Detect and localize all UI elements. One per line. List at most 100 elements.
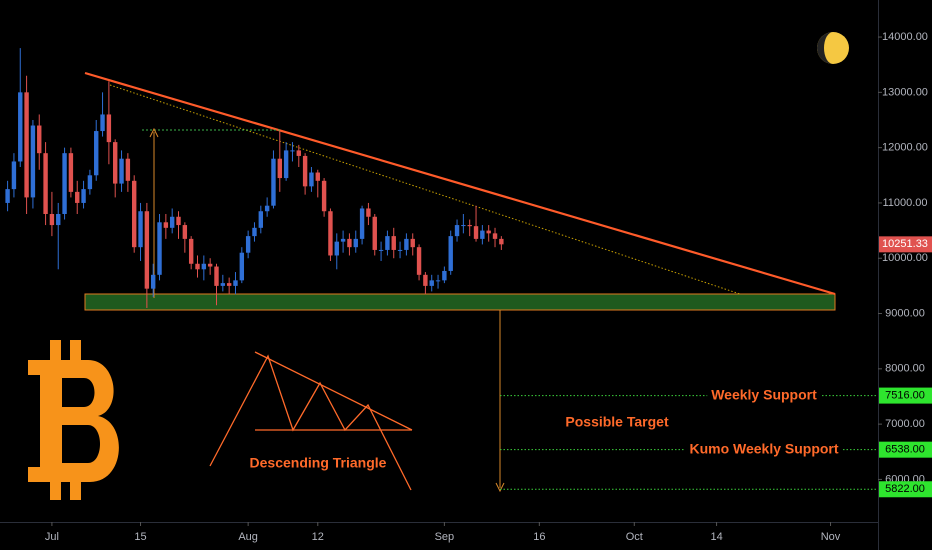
candle-body bbox=[201, 263, 207, 270]
candle-body bbox=[75, 191, 80, 203]
candle-body bbox=[321, 180, 327, 212]
arrow-head bbox=[495, 482, 505, 493]
level-price-box bbox=[879, 441, 932, 458]
last-price-label: 10251.33 bbox=[882, 238, 928, 250]
candle-body bbox=[43, 153, 48, 214]
x-tick-label: 14 bbox=[710, 531, 722, 543]
candle-body bbox=[290, 150, 295, 152]
candle-body bbox=[144, 211, 150, 289]
candle-body bbox=[277, 158, 282, 179]
candle-body bbox=[24, 92, 29, 198]
candle-body bbox=[404, 238, 409, 250]
candle-body bbox=[252, 227, 257, 237]
candle-body bbox=[429, 280, 434, 286]
candle-body bbox=[150, 274, 156, 289]
candle-body bbox=[378, 249, 384, 251]
candle-body bbox=[56, 213, 61, 226]
y-tick-label: 13000.00 bbox=[882, 86, 928, 98]
arrow-head bbox=[149, 127, 159, 138]
support-zone bbox=[84, 293, 836, 311]
level-price-label: 7516.00 bbox=[885, 389, 925, 401]
candle-body bbox=[245, 236, 251, 253]
last-price-box bbox=[879, 236, 932, 253]
candle-body bbox=[49, 213, 55, 226]
candle-body bbox=[340, 238, 346, 242]
candle-body bbox=[188, 238, 194, 264]
candle-body bbox=[138, 211, 143, 248]
candle-body bbox=[461, 225, 466, 227]
candle-body bbox=[62, 153, 67, 214]
level-price-label: 6538.00 bbox=[885, 444, 925, 456]
candle-body bbox=[226, 283, 232, 286]
candle-body bbox=[239, 252, 245, 281]
candle-body bbox=[454, 225, 460, 237]
candle-body bbox=[359, 208, 365, 239]
candle-body bbox=[366, 208, 371, 217]
candle-body bbox=[391, 236, 396, 250]
x-tick-label: Jul bbox=[45, 531, 59, 543]
candle-body bbox=[220, 283, 226, 286]
y-tick-label: 12000.00 bbox=[882, 142, 928, 154]
candle-body bbox=[353, 238, 358, 248]
candle-body bbox=[283, 150, 289, 179]
candle-body bbox=[11, 161, 17, 190]
candle-body bbox=[182, 225, 188, 239]
level-price-box bbox=[879, 387, 932, 404]
level-price-label: 5822.00 bbox=[885, 483, 925, 495]
candle-body bbox=[100, 114, 105, 132]
y-tick-label: 9000.00 bbox=[885, 307, 925, 319]
x-tick-label: 15 bbox=[134, 531, 146, 543]
x-tick-label: Aug bbox=[238, 531, 258, 543]
candle-body bbox=[397, 249, 403, 251]
level-text: Weekly Support bbox=[711, 386, 817, 402]
candle-body bbox=[18, 92, 23, 162]
x-tick-label: 16 bbox=[533, 531, 545, 543]
candle-body bbox=[5, 189, 10, 203]
candle-body bbox=[385, 236, 390, 250]
level-text-bg bbox=[707, 386, 821, 405]
candle-body bbox=[473, 226, 479, 239]
candle-body bbox=[328, 211, 333, 256]
candle-body bbox=[334, 241, 339, 256]
triangle-schematic bbox=[209, 351, 413, 491]
level-price-box bbox=[879, 481, 932, 498]
candle-body bbox=[68, 153, 74, 192]
candle-body bbox=[214, 266, 219, 286]
candle-body bbox=[157, 222, 162, 275]
candle-body bbox=[30, 125, 36, 198]
candle-body bbox=[448, 236, 453, 271]
y-tick-label: 10000.00 bbox=[882, 252, 928, 264]
x-tick-label: Oct bbox=[626, 531, 643, 543]
y-tick-label: 7000.00 bbox=[885, 418, 925, 430]
candle-body bbox=[81, 189, 86, 203]
candle-body bbox=[315, 172, 320, 181]
candle-body bbox=[106, 114, 112, 143]
candle-body bbox=[347, 238, 352, 248]
candle-body bbox=[309, 172, 314, 187]
candle-body bbox=[423, 274, 428, 286]
candle-body bbox=[258, 211, 264, 228]
candle-body bbox=[467, 225, 472, 227]
candle-body bbox=[372, 216, 377, 250]
candle-body bbox=[492, 233, 498, 239]
candle-body bbox=[499, 238, 504, 245]
annotation: Possible Target bbox=[565, 414, 669, 430]
candle-body bbox=[132, 180, 137, 248]
candle-body bbox=[442, 270, 447, 281]
y-tick-label: 11000.00 bbox=[882, 197, 927, 209]
candle-body bbox=[435, 280, 441, 282]
candle-body bbox=[125, 158, 131, 181]
level-text-bg bbox=[685, 440, 843, 459]
trend-line bbox=[84, 71, 836, 296]
candle-body bbox=[302, 155, 308, 187]
y-tick-label: 8000.00 bbox=[885, 363, 925, 375]
bitcoin-logo bbox=[28, 340, 119, 500]
y-tick-label: 14000.00 bbox=[882, 31, 928, 43]
candle-body bbox=[169, 216, 175, 228]
candle-body bbox=[163, 222, 169, 228]
candle-body bbox=[113, 142, 118, 184]
candle-body bbox=[271, 158, 276, 206]
candle-body bbox=[207, 263, 213, 267]
